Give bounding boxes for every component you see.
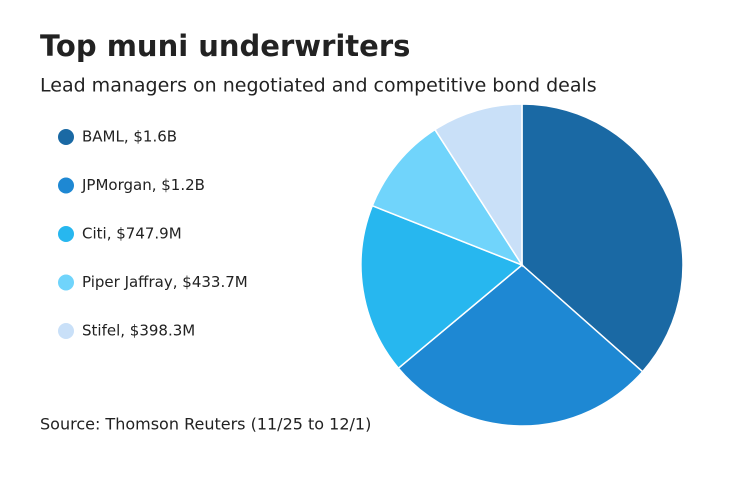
legend-label: JPMorgan, $1.2B [81,176,205,194]
source-note: Source: Thomson Reuters (11/25 to 12/1) [40,415,371,434]
legend-swatch [58,226,74,242]
chart-title: Top muni underwriters [40,29,410,63]
legend-label: Stifel, $398.3M [82,322,195,340]
legend-swatch [58,129,74,145]
pie-slice [360,204,524,370]
legend-swatch [58,177,74,194]
legend-label: Piper Jaffray, $433.7M [82,273,248,291]
pie-slice [397,264,644,427]
pie-slice [433,103,523,268]
legend-label: BAML, $1.6B [82,128,177,146]
legend-swatch [58,323,74,339]
pie-slice [521,103,684,373]
pie-slice [371,128,524,267]
legend-swatch [58,274,74,291]
legend-label: Citi, $747.9M [82,225,182,243]
chart-subtitle: Lead managers on negotiated and competit… [40,75,597,97]
